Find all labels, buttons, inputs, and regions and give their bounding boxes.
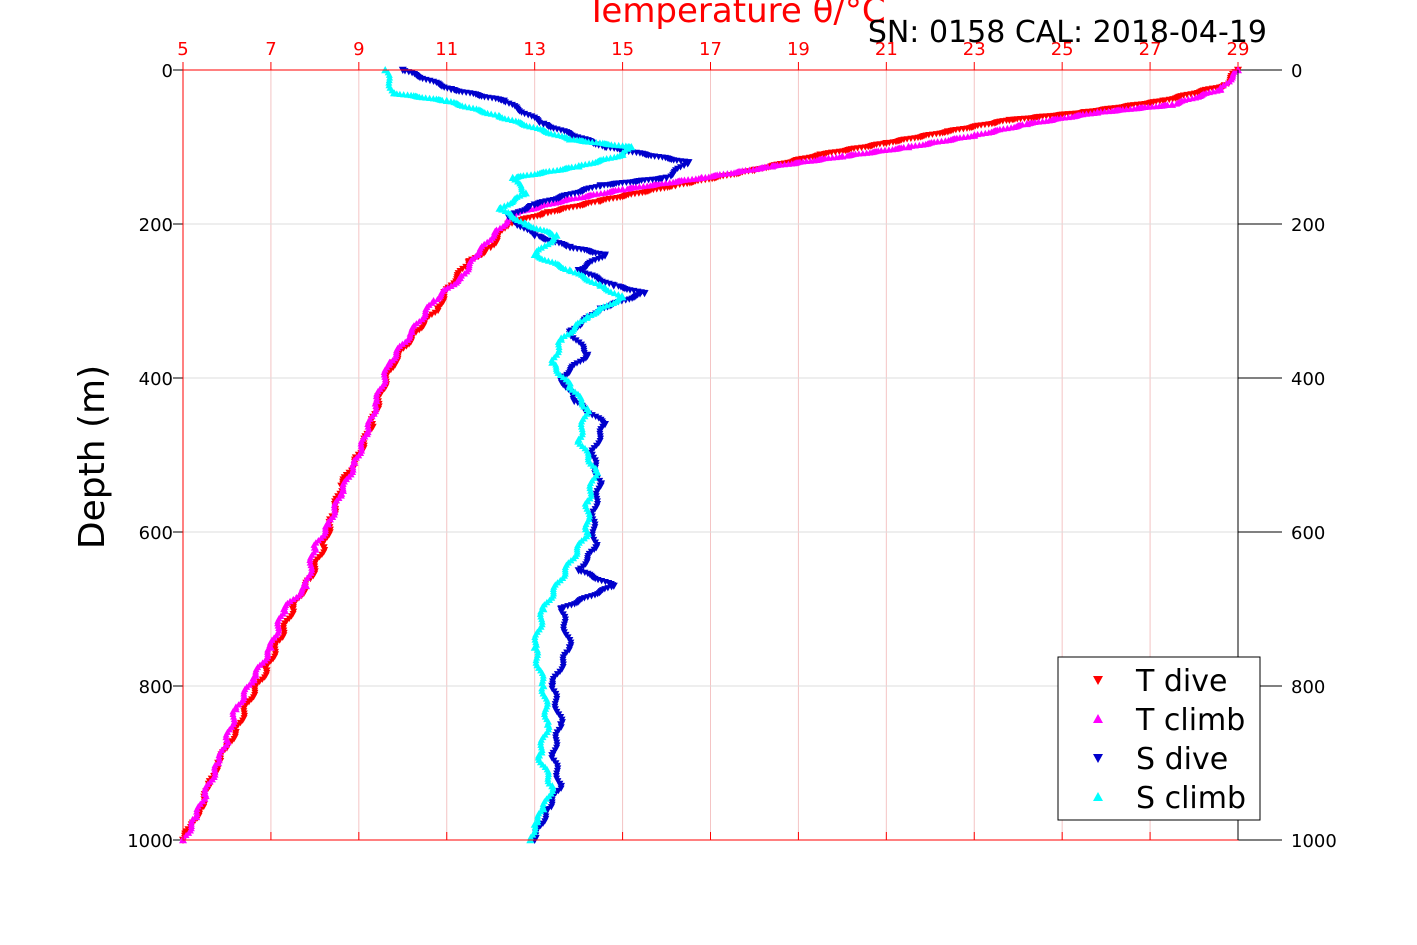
axis-ticks: 5 7 9 11 13 15 17 19 21 23 25 27 29 0 0 200 200 400 400 600… xyxy=(127,39,1337,852)
data-point xyxy=(193,805,201,812)
x-tick-label: 21 xyxy=(875,39,898,60)
data-point xyxy=(569,335,577,342)
x-tick-label: 5 xyxy=(177,39,188,60)
data-point xyxy=(534,649,542,656)
data-point xyxy=(567,267,575,275)
legend-item: S dive xyxy=(1093,742,1228,777)
legend: T dive T climb S dive S climb xyxy=(1057,656,1261,821)
data-point xyxy=(610,289,618,297)
data-point xyxy=(547,804,555,811)
x-tick-label: 23 xyxy=(963,39,986,60)
data-point xyxy=(623,185,631,192)
data-point xyxy=(579,357,587,364)
data-point xyxy=(581,500,589,507)
y-tick-label-right: 400 xyxy=(1291,369,1325,390)
data-point xyxy=(486,243,495,252)
data-point xyxy=(385,358,394,366)
data-point xyxy=(580,403,588,410)
x-tick-label: 9 xyxy=(353,39,364,60)
legend-marker xyxy=(1093,754,1103,763)
data-point xyxy=(548,782,557,790)
data-point xyxy=(431,309,439,317)
y-tick-label-left: 0 xyxy=(162,61,173,82)
data-point xyxy=(578,425,586,433)
data-point xyxy=(843,152,851,159)
data-point xyxy=(579,428,587,435)
x-tick-label: 29 xyxy=(1227,39,1250,60)
legend-item: T climb xyxy=(1093,703,1245,738)
data-point xyxy=(577,420,585,427)
data-point xyxy=(215,754,223,761)
legend-label: T climb xyxy=(1135,703,1245,738)
data-point xyxy=(536,610,544,617)
x-tick-label: 19 xyxy=(787,39,810,60)
data-point xyxy=(904,143,913,151)
y-tick-label-right: 200 xyxy=(1291,215,1325,236)
data-point xyxy=(490,242,498,249)
y-tick-label-left: 400 xyxy=(139,369,173,390)
y-tick-label-right: 600 xyxy=(1291,523,1325,544)
legend-item: S climb xyxy=(1093,781,1246,816)
data-point xyxy=(386,74,394,81)
data-point xyxy=(555,341,563,348)
legend-label: S climb xyxy=(1136,781,1246,816)
y-tick-label-right: 800 xyxy=(1291,677,1325,698)
data-point xyxy=(530,820,539,828)
data-point xyxy=(385,76,393,84)
y-tick-label-right: 0 xyxy=(1291,61,1302,82)
data-point xyxy=(537,608,545,615)
y-tick-label-left: 1000 xyxy=(127,831,173,852)
data-point xyxy=(576,358,584,365)
y-tick-label-right: 1000 xyxy=(1291,831,1337,852)
data-point xyxy=(545,723,553,730)
data-point xyxy=(539,800,547,807)
legend-item: T dive xyxy=(1093,664,1227,699)
data-point xyxy=(1173,100,1181,107)
series-s-climb xyxy=(381,66,636,844)
data-point xyxy=(533,646,541,653)
serial-cal-annotation: SN: 0158 CAL: 2018-04-19 xyxy=(868,15,1267,50)
legend-box xyxy=(1057,656,1261,821)
legend-label: S dive xyxy=(1136,742,1228,777)
data-point xyxy=(562,265,570,272)
series-t-climb xyxy=(179,66,1242,844)
data-point xyxy=(434,307,442,315)
data-point xyxy=(1023,119,1031,128)
x-tick-label: 11 xyxy=(435,39,458,60)
legend-marker xyxy=(1093,792,1103,801)
y-tick-label-left: 600 xyxy=(139,523,173,544)
data-point xyxy=(1168,100,1177,108)
data-point xyxy=(578,418,586,425)
data-point xyxy=(570,397,579,406)
y-tick-label-left: 200 xyxy=(139,215,173,236)
x-tick-label: 7 xyxy=(265,39,276,60)
data-point xyxy=(434,295,442,303)
x-tick-label: 15 xyxy=(611,39,634,60)
x-tick-label: 17 xyxy=(699,39,722,60)
legend-marker xyxy=(1093,714,1103,723)
x-axis-title: Temperature θ/°C xyxy=(585,0,885,31)
data-point xyxy=(572,337,580,344)
data-point xyxy=(192,812,201,821)
y-tick-label-left: 800 xyxy=(139,677,173,698)
data-point xyxy=(496,224,504,231)
data-point xyxy=(563,371,571,379)
x-tick-label: 27 xyxy=(1139,39,1162,60)
x-tick-label: 25 xyxy=(1051,39,1074,60)
data-point xyxy=(573,360,581,367)
legend-label: T dive xyxy=(1135,664,1227,699)
y-axis-title: Depth (m) xyxy=(72,365,113,549)
data-point xyxy=(592,279,600,287)
data-point xyxy=(428,311,436,318)
legend-marker xyxy=(1093,676,1103,685)
x-tick-label: 13 xyxy=(523,39,546,60)
data-point xyxy=(549,785,557,792)
data-series xyxy=(179,66,1242,844)
